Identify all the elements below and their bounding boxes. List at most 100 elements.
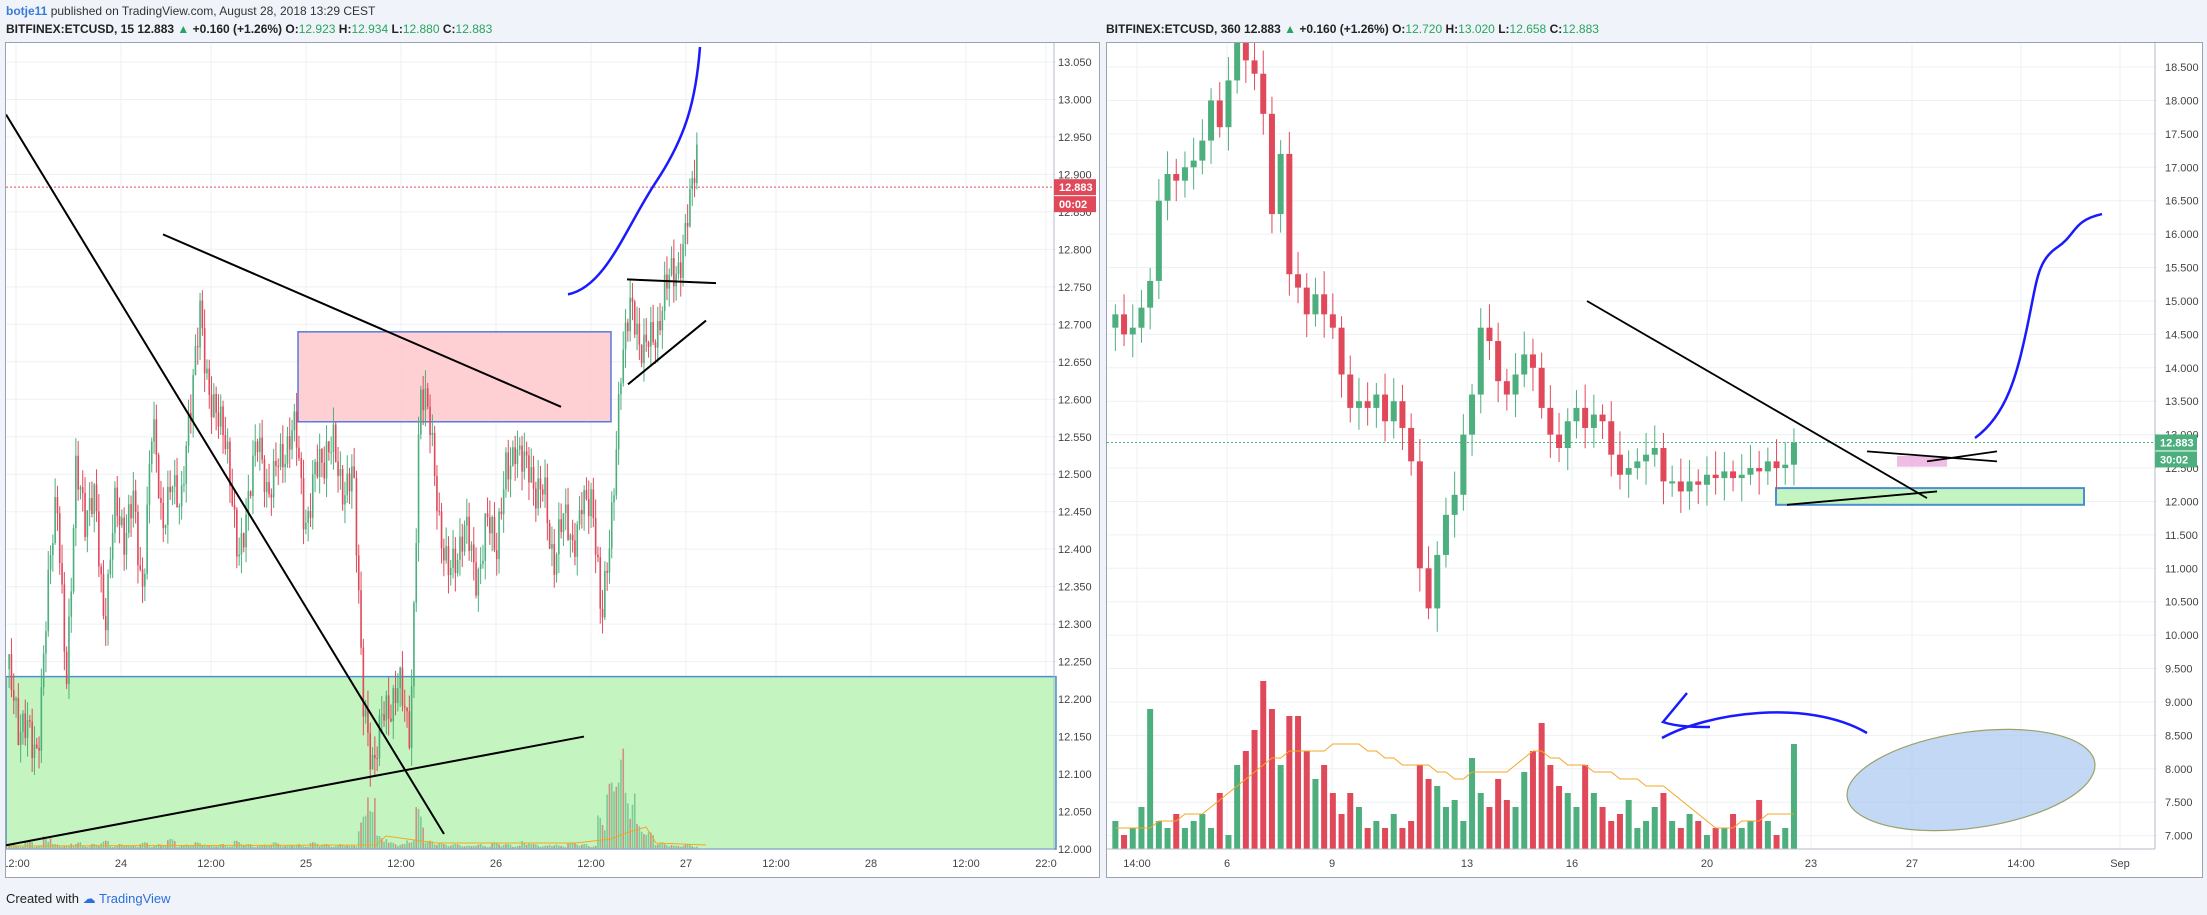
candle-body — [1338, 327, 1345, 375]
volume-bar — [1234, 765, 1241, 849]
candle-body — [93, 484, 96, 514]
volume-bar — [675, 845, 677, 849]
volume-bar — [482, 845, 484, 849]
candle-body — [679, 262, 682, 278]
candle-body — [183, 483, 185, 486]
volume-bar — [284, 845, 286, 849]
candle-body — [344, 495, 346, 505]
volume-bar — [1347, 793, 1354, 849]
candle-body — [330, 452, 332, 454]
candle-body — [426, 388, 429, 407]
volume-bar — [1634, 828, 1641, 849]
candle-body — [1547, 407, 1554, 435]
x-tick-label: 12:00 — [762, 858, 790, 870]
candle-body — [1277, 153, 1284, 215]
candle-body — [420, 389, 422, 435]
volume-bar — [1703, 835, 1710, 849]
publish-header: botje11 published on TradingView.com, Au… — [6, 4, 375, 18]
y-tick-label: 14.500 — [2165, 329, 2199, 341]
volume-bar — [1277, 765, 1284, 849]
right-price: 12.883 — [1244, 22, 1281, 36]
author-link[interactable]: botje11 — [6, 4, 48, 18]
triangle-bottom-line — [627, 319, 707, 386]
candle-body — [10, 654, 13, 691]
projection-curve — [567, 46, 702, 296]
y-tick-label: 12.100 — [1058, 769, 1092, 781]
y-tick-label: 16.500 — [2165, 196, 2199, 208]
candle-body — [548, 523, 551, 549]
x-tick-label: 25 — [300, 858, 312, 870]
candle-body — [56, 497, 59, 514]
volume-bar — [123, 845, 125, 849]
volume-bar — [371, 811, 374, 849]
small-zone — [1897, 456, 1947, 467]
candle-body — [677, 262, 680, 275]
candle-body — [1469, 394, 1476, 435]
trendline-descending — [6, 113, 445, 835]
candle-body — [249, 491, 252, 497]
candle-body — [546, 477, 549, 524]
volume-bar — [15, 845, 17, 849]
volume-bar — [1486, 807, 1493, 849]
volume-bar — [22, 846, 24, 849]
candle-body — [208, 368, 211, 395]
y-tick-label: 12.050 — [1058, 807, 1092, 819]
volume-bar — [640, 831, 643, 849]
volume-bar — [532, 843, 535, 849]
volume-bar — [1295, 716, 1302, 849]
candle-body — [351, 466, 353, 492]
volume-bar — [171, 839, 174, 849]
candle-body — [633, 301, 636, 335]
candle-body — [1599, 414, 1606, 422]
volume-bar — [323, 844, 326, 849]
y-tick-label: 14.000 — [2165, 363, 2199, 375]
volume-bar — [659, 842, 661, 849]
candle-body — [624, 322, 627, 350]
right-chart-pane[interactable]: 18.500 18.000 17.500 17.000 16.500 16.000 15.5… — [1106, 42, 2203, 878]
candle-body — [643, 334, 645, 364]
volume-bar — [58, 845, 61, 849]
candle-body — [399, 667, 401, 689]
volume-bar — [130, 845, 132, 849]
y-tick-label: 17.500 — [2165, 129, 2199, 141]
left-chart-pane[interactable]: 13.050 13.000 12.950 12.900 12.850 12.800 12.7… — [5, 42, 1100, 878]
candle-body — [652, 322, 654, 343]
candle-body — [489, 517, 491, 534]
volume-bar — [498, 844, 500, 849]
candle-body — [1695, 481, 1702, 485]
volume-bar — [1677, 828, 1684, 849]
volume-bar — [111, 847, 114, 849]
volume-bar — [153, 846, 155, 849]
candle-body — [1260, 73, 1267, 114]
candle-body — [562, 513, 565, 533]
left-chart[interactable]: 13.05013.00012.95012.90012.85012.80012.7… — [6, 43, 1099, 877]
candle-body — [516, 449, 519, 464]
right-chart[interactable]: 18.500 18.000 17.500 17.000 16.500 16.000 15.5… — [1107, 43, 2202, 877]
footer-brand-link[interactable]: TradingView — [99, 891, 171, 906]
candle-body — [470, 544, 473, 551]
volume-bar — [35, 846, 38, 849]
x-tick-label: 13 — [1461, 858, 1473, 870]
candle-body — [1686, 481, 1693, 492]
candle-body — [1295, 274, 1302, 288]
triangle-top-line — [626, 278, 717, 285]
volume-bar — [493, 842, 496, 849]
candle-body — [491, 517, 493, 534]
candle-body — [1730, 471, 1737, 479]
volume-bar — [461, 846, 464, 849]
volume-bar — [125, 845, 128, 849]
volume-bar — [581, 844, 583, 849]
volume-bar — [351, 845, 353, 849]
candle-body — [429, 406, 431, 436]
volume-bar — [617, 782, 620, 849]
volume-bar — [178, 846, 181, 849]
candle-body — [1712, 474, 1719, 479]
volume-bar — [279, 845, 282, 849]
volume-bar — [65, 845, 68, 849]
volume-bar — [1512, 807, 1519, 849]
candle-body — [332, 424, 335, 453]
candle-body — [72, 527, 75, 592]
volume-bar — [1434, 786, 1441, 849]
volume-bar — [638, 826, 641, 849]
candle-body — [311, 474, 314, 518]
